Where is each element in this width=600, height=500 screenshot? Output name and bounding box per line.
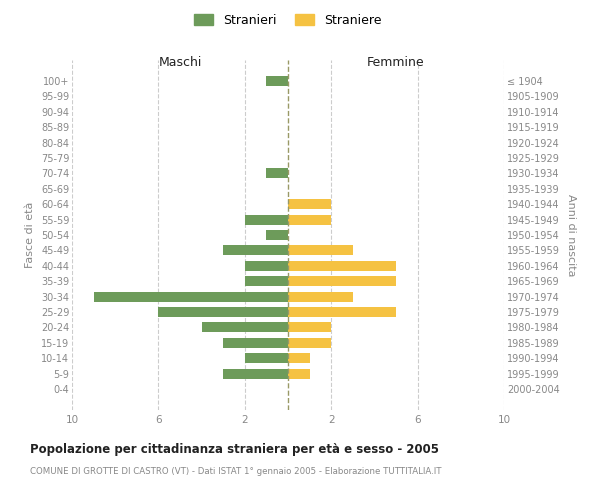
Y-axis label: Anni di nascita: Anni di nascita [566,194,577,276]
Bar [202,322,288,332]
Bar [288,322,331,332]
Bar [245,261,288,271]
Bar [288,292,353,302]
Bar [223,338,288,348]
Text: Maschi: Maschi [158,56,202,68]
Text: Popolazione per cittadinanza straniera per età e sesso - 2005: Popolazione per cittadinanza straniera p… [30,442,439,456]
Bar [288,261,396,271]
Bar [288,276,396,286]
Bar [288,368,310,378]
Bar [288,246,353,256]
Bar [245,354,288,364]
Bar [288,199,331,209]
Legend: Stranieri, Straniere: Stranieri, Straniere [190,8,386,32]
Text: Femmine: Femmine [367,56,425,68]
Y-axis label: Fasce di età: Fasce di età [25,202,35,268]
Bar [266,168,288,178]
Bar [288,307,396,317]
Bar [245,276,288,286]
Bar [288,354,310,364]
Bar [266,230,288,240]
Bar [223,368,288,378]
Bar [288,214,331,224]
Bar [288,338,331,348]
Bar [266,76,288,86]
Bar [245,214,288,224]
Bar [158,307,288,317]
Text: COMUNE DI GROTTE DI CASTRO (VT) - Dati ISTAT 1° gennaio 2005 - Elaborazione TUTT: COMUNE DI GROTTE DI CASTRO (VT) - Dati I… [30,468,442,476]
Bar [223,246,288,256]
Bar [94,292,288,302]
